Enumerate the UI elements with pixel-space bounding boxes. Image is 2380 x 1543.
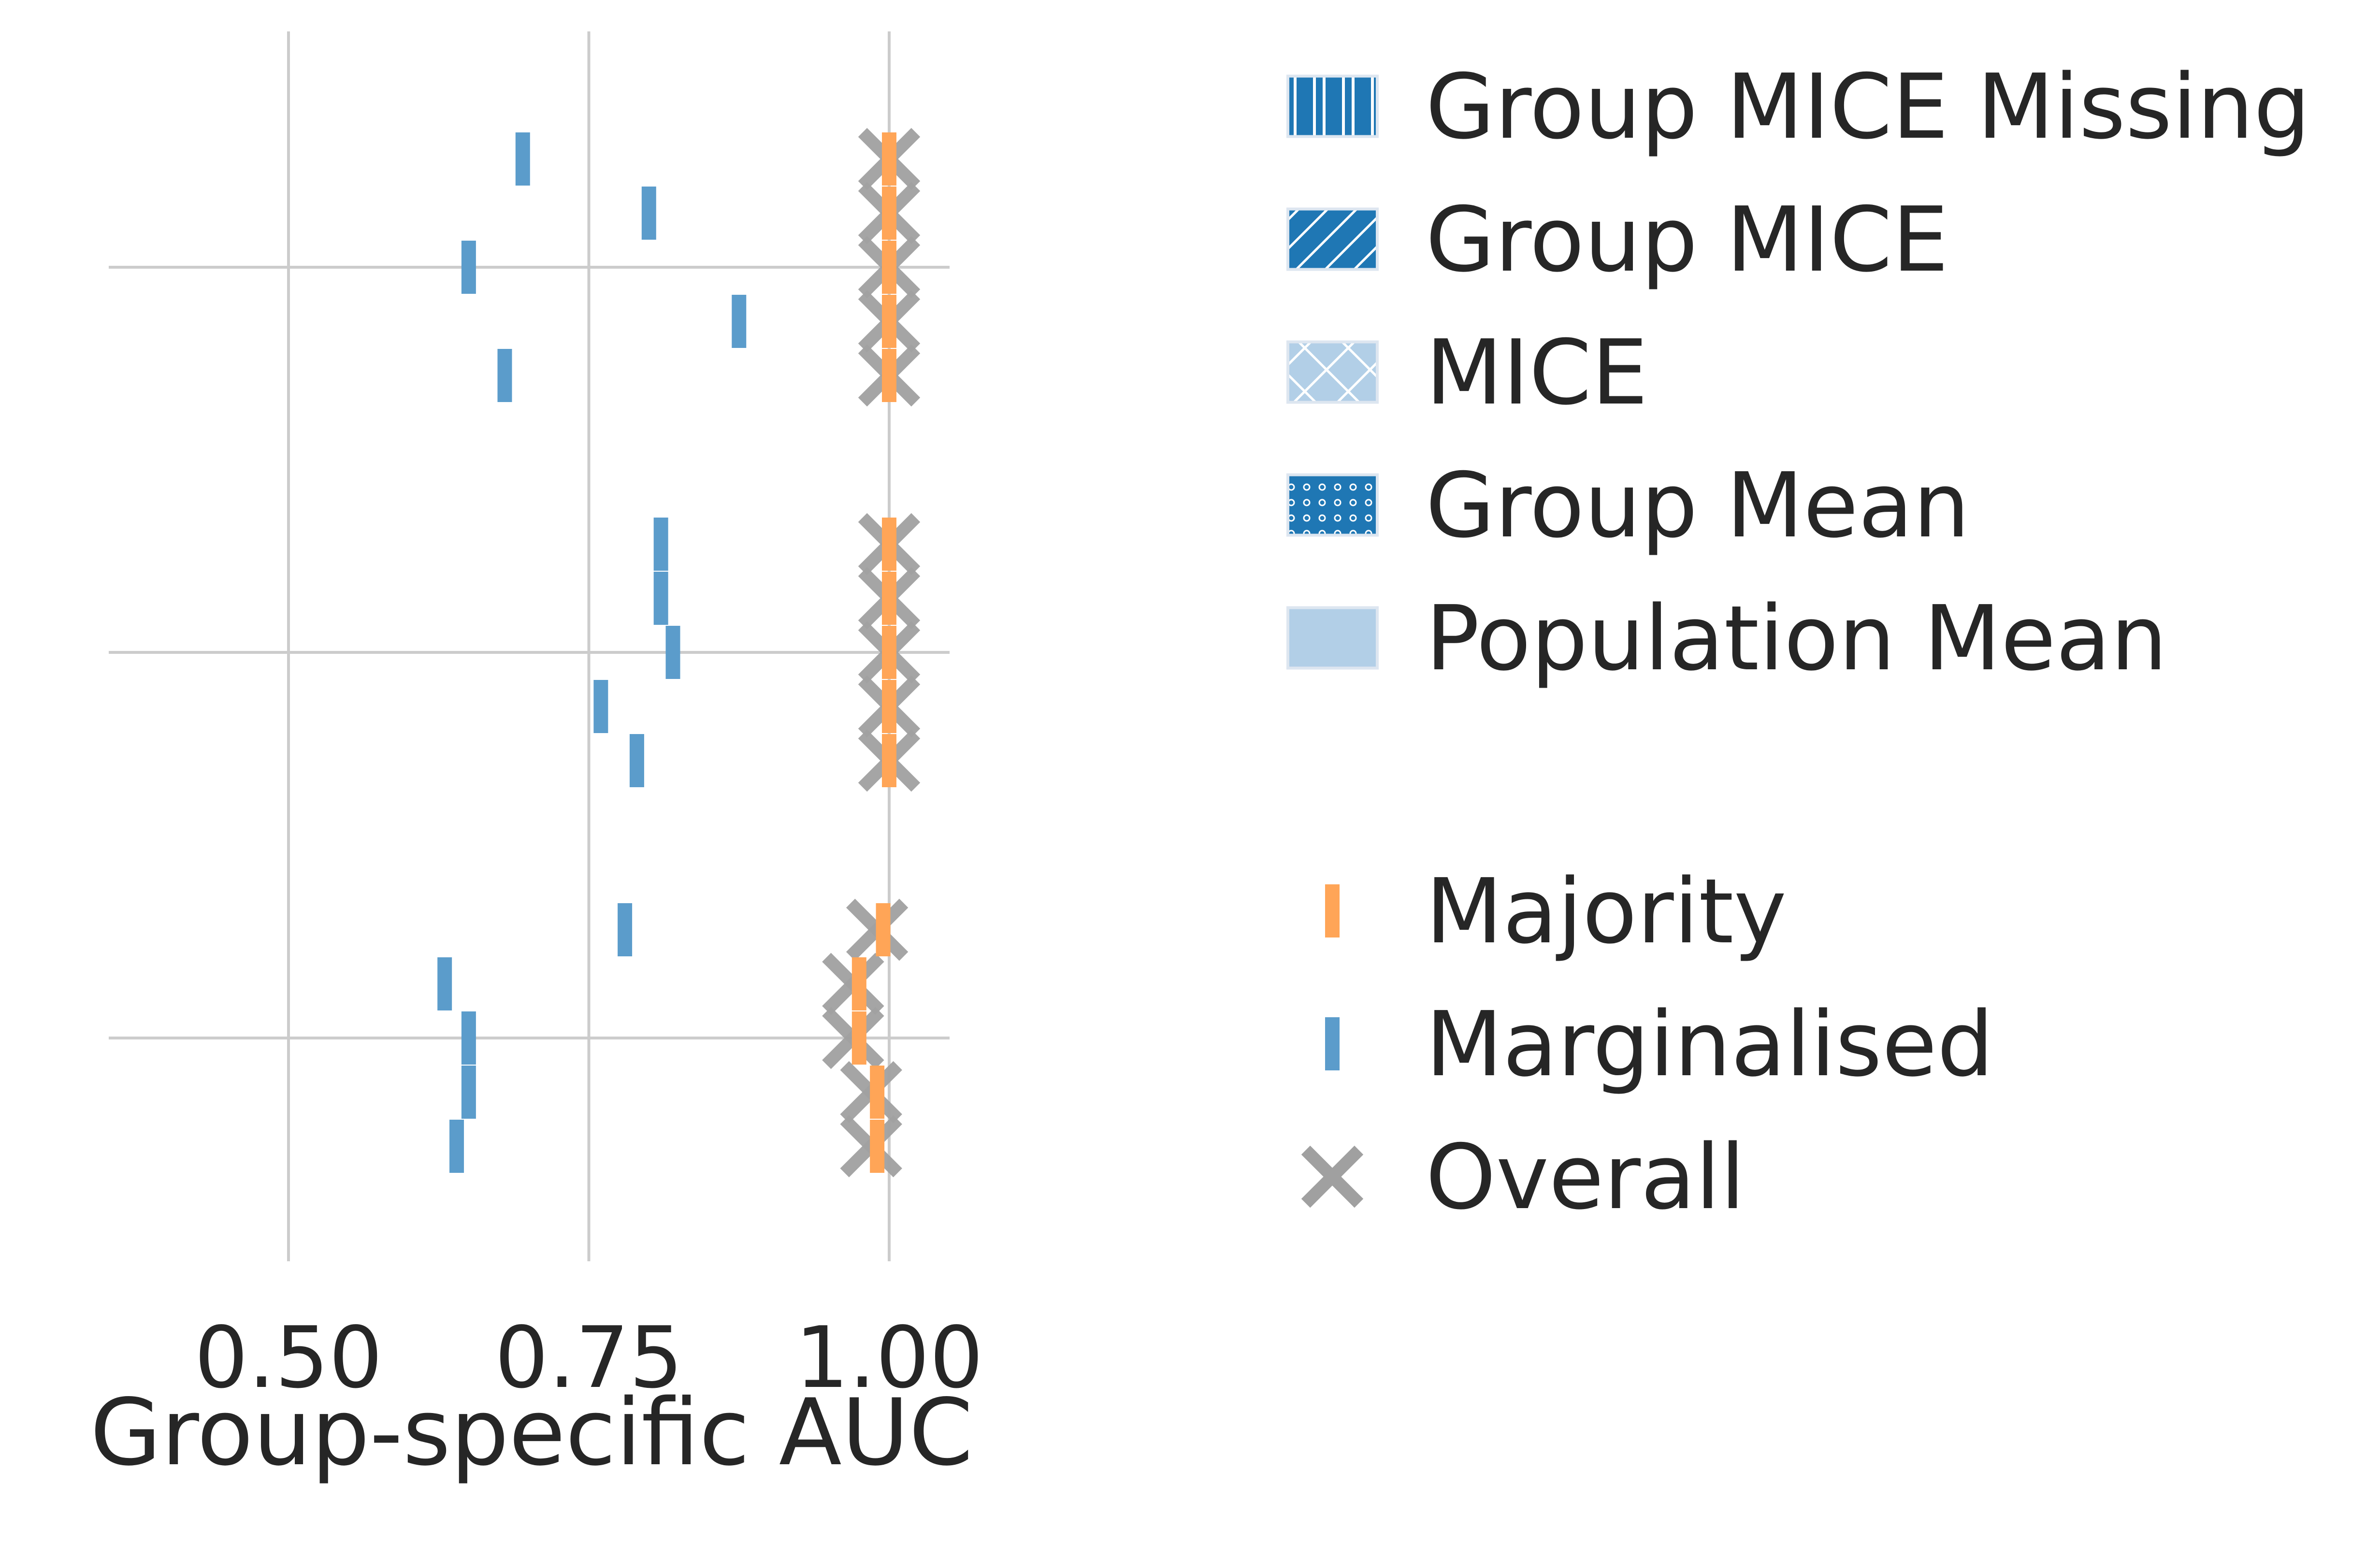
legend-marker-6 (1325, 1017, 1340, 1070)
legend-marker-7 (1301, 1145, 1364, 1208)
legend-label-2: MICE (1426, 320, 1648, 425)
majority-mark-0-4 (882, 349, 896, 402)
legend-swatch-0 (1286, 74, 1379, 138)
majority-mark-1-2 (882, 626, 896, 679)
x-tick-label-2: 1.00 (795, 1309, 983, 1407)
majority-mark-1-3 (882, 680, 896, 733)
legend-label-4: Population Mean (1426, 586, 2167, 691)
marginalised-mark-0-1 (641, 187, 656, 240)
marginalised-mark-2-3 (461, 1066, 476, 1119)
marginalised-mark-0-0 (515, 132, 530, 186)
majority-mark-2-3 (870, 1066, 885, 1119)
majority-mark-2-0 (876, 903, 891, 956)
legend-label-6: Marginalised (1426, 992, 1994, 1096)
x-axis: Group-specific AUC 0.50 0.75 1.00 (90, 1309, 983, 1486)
x-tick-label-1: 0.75 (495, 1309, 683, 1407)
majority-mark-1-0 (882, 518, 896, 571)
legend: Group MICE Missing Group MICE MICE Group Me… (1286, 55, 2310, 1229)
legend-label-0: Group MICE Missing (1426, 55, 2310, 159)
legend-label-3: Group Mean (1426, 453, 1970, 558)
marginalised-mark-2-4 (449, 1120, 464, 1173)
legend-swatch-2 (1286, 340, 1379, 404)
majority-mark-2-2 (851, 1011, 866, 1065)
legend-swatch-1 (1286, 207, 1379, 271)
marginalised-mark-1-4 (629, 734, 644, 787)
majority-mark-0-1 (882, 187, 896, 240)
legend-label-7: Overall (1426, 1125, 1745, 1229)
marginalised-mark-2-1 (437, 957, 452, 1010)
marginalised-mark-1-0 (653, 518, 668, 571)
majority-mark-0-2 (882, 241, 896, 294)
marginalised-mark-1-1 (653, 572, 668, 625)
legend-label-5: Majority (1426, 859, 1787, 964)
marginalised-mark-0-3 (732, 295, 747, 348)
legend-marker-5 (1325, 884, 1340, 937)
x-tick-label-0: 0.50 (194, 1309, 383, 1407)
marginalised-mark-1-2 (665, 626, 680, 679)
data-marks (437, 128, 921, 1178)
marginalised-mark-2-2 (461, 1011, 476, 1065)
majority-mark-1-1 (882, 572, 896, 625)
majority-mark-0-0 (882, 132, 896, 186)
marginalised-mark-0-2 (461, 241, 476, 294)
legend-swatch-4 (1286, 606, 1379, 670)
majority-mark-1-4 (882, 734, 896, 787)
majority-mark-2-4 (870, 1120, 885, 1173)
legend-swatch-3 (1286, 473, 1379, 537)
legend-label-1: Group MICE (1426, 187, 1948, 292)
marginalised-mark-2-0 (618, 903, 633, 956)
grid-lines (109, 31, 950, 1261)
majority-mark-0-3 (882, 295, 896, 348)
marginalised-mark-0-4 (497, 349, 512, 402)
x-axis-label: Group-specific AUC (90, 1379, 973, 1486)
marginalised-mark-1-3 (593, 680, 608, 733)
majority-mark-2-1 (851, 957, 866, 1010)
